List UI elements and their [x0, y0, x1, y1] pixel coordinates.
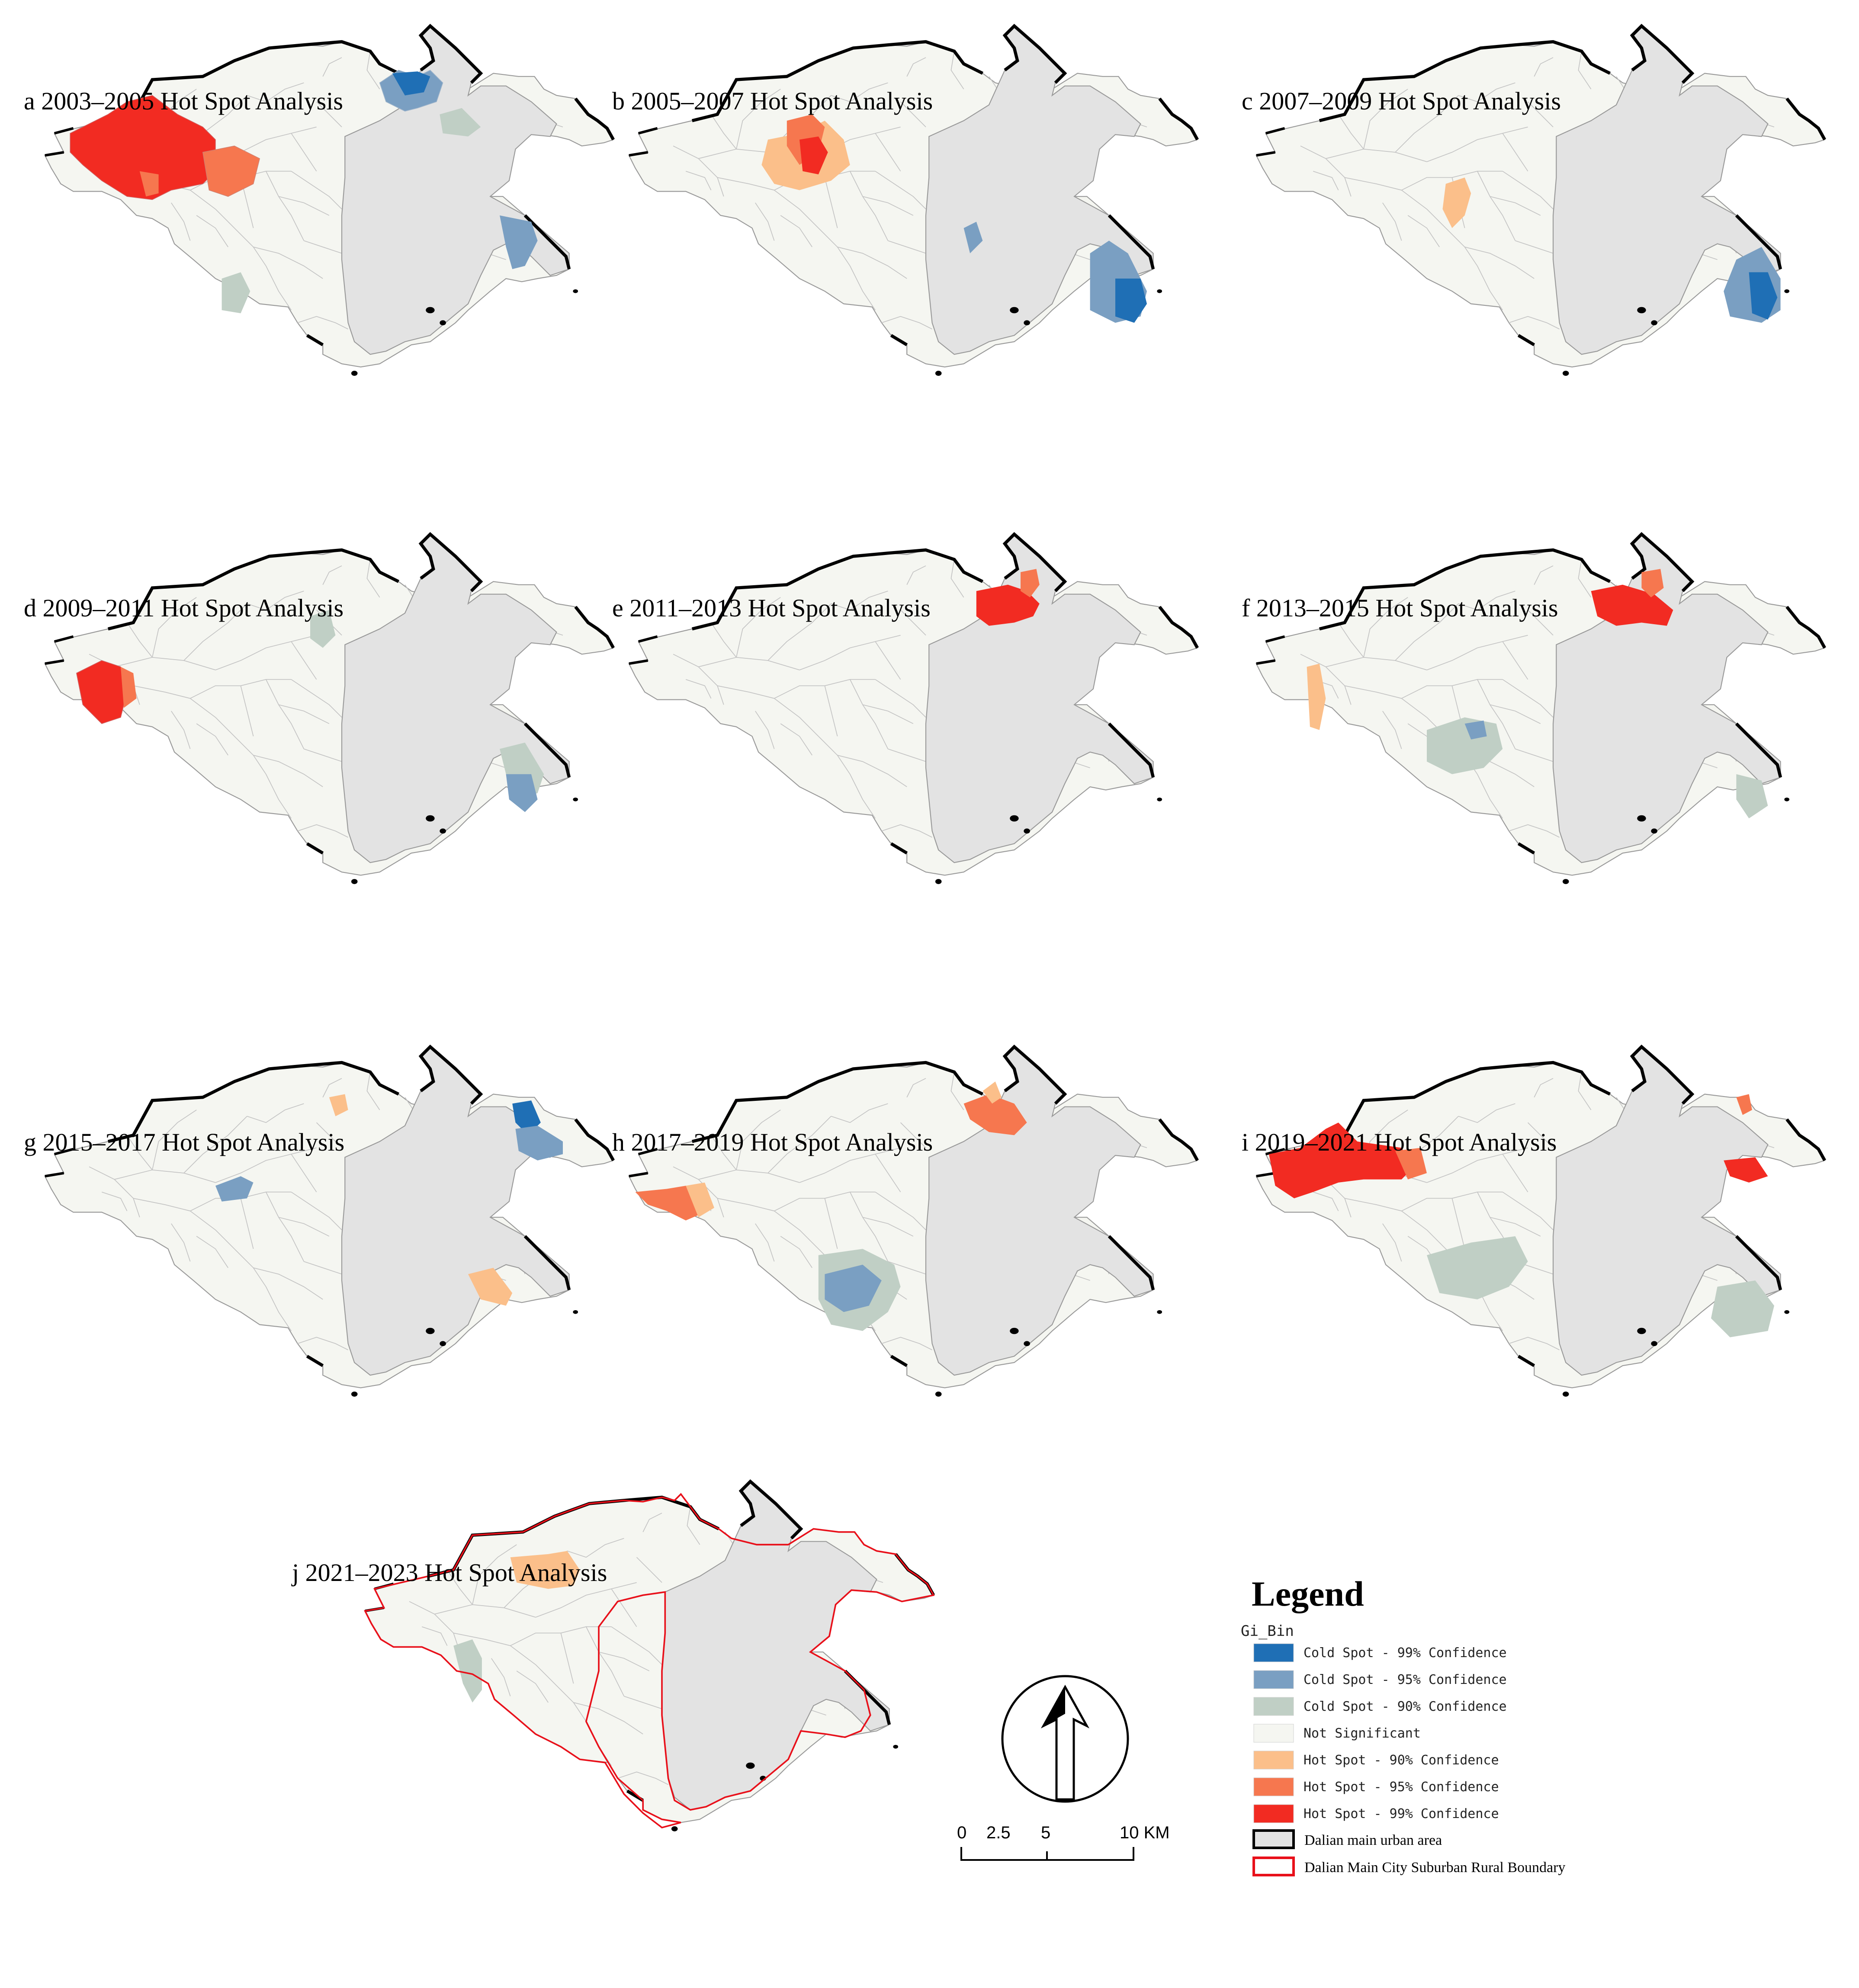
panel-title-h: h 2017–2019 Hot Spot Analysis	[612, 1128, 933, 1156]
scale-bar: 0 2.5 5 10 KM	[957, 1823, 1170, 1861]
map-panel-b	[629, 26, 1198, 376]
map-panel-a	[45, 26, 613, 376]
panel-title-f: f 2013–2015 Hot Spot Analysis	[1242, 594, 1558, 622]
map-panel-d	[45, 534, 613, 884]
panel-title-e: e 2011–2013 Hot Spot Analysis	[612, 594, 931, 622]
map-panel-e	[629, 534, 1198, 884]
legend-swatch-5	[1253, 1777, 1294, 1796]
map-panel-f	[1256, 534, 1825, 884]
legend-title: Legend	[1252, 1574, 1364, 1613]
scale-label-5: 5	[1041, 1823, 1050, 1842]
legend-swatch-urban	[1252, 1829, 1295, 1849]
legend-label-6: Hot Spot - 99% Confidence	[1304, 1806, 1499, 1821]
panel-title-j: j 2021–2023 Hot Spot Analysis	[291, 1558, 607, 1587]
scale-label-2-5: 2.5	[986, 1823, 1011, 1842]
legend-label-1: Cold Spot - 95% Confidence	[1304, 1672, 1507, 1687]
legend-swatch-1	[1253, 1670, 1294, 1689]
panel-title-i: i 2019–2021 Hot Spot Analysis	[1242, 1128, 1557, 1156]
legend-label-5: Hot Spot - 95% Confidence	[1304, 1780, 1499, 1795]
map-panel-g	[45, 1047, 613, 1397]
legend-swatch-boundary	[1252, 1857, 1295, 1876]
scale-label-0: 0	[957, 1823, 966, 1842]
legend-swatch-4	[1253, 1751, 1294, 1770]
panel-title-b: b 2005–2007 Hot Spot Analysis	[612, 87, 933, 115]
legend-swatch-0	[1253, 1643, 1294, 1662]
panel-title-a: a 2003–2005 Hot Spot Analysis	[24, 87, 343, 115]
panel-titles: a 2003–2005 Hot Spot Analysis b 2005–200…	[24, 87, 1561, 1587]
legend-swatch-6	[1253, 1804, 1294, 1823]
map-panel-i	[1256, 1047, 1825, 1397]
map-panel-h	[629, 1047, 1198, 1397]
map-panel-j	[365, 1481, 934, 1831]
legend-label-urban: Dalian main urban area	[1304, 1832, 1442, 1848]
legend-label-2: Cold Spot - 90% Confidence	[1304, 1699, 1507, 1714]
legend-label-4: Hot Spot - 90% Confidence	[1304, 1753, 1499, 1768]
scale-label-10: 10 KM	[1120, 1823, 1170, 1842]
panel-title-d: d 2009–2011 Hot Spot Analysis	[24, 594, 344, 622]
legend-swatch-3	[1253, 1724, 1294, 1743]
panel-title-g: g 2015–2017 Hot Spot Analysis	[24, 1128, 344, 1156]
legend-swatch-2	[1253, 1697, 1294, 1716]
legend-label-3: Not Significant	[1304, 1726, 1421, 1741]
legend-label-boundary: Dalian Main City Suburban Rural Boundary	[1304, 1860, 1565, 1876]
north-arrow-icon	[1001, 1675, 1129, 1803]
legend: Legend Gi_Bin Cold Spot - 99% Confidence…	[1241, 1574, 1565, 1876]
legend-field: Gi_Bin	[1241, 1622, 1294, 1640]
map-panel-c	[1256, 26, 1825, 376]
legend-label-0: Cold Spot - 99% Confidence	[1304, 1645, 1507, 1661]
panel-title-c: c 2007–2009 Hot Spot Analysis	[1242, 87, 1561, 115]
